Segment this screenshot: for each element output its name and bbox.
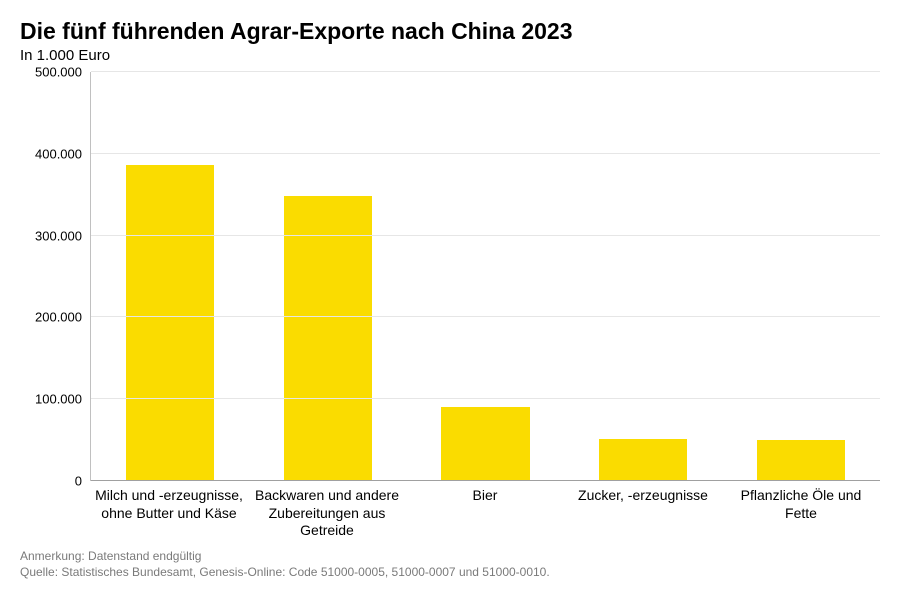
plot [90,72,880,481]
x-tick-label: Milch und -erzeugnisse, ohne Butter und … [90,487,248,540]
chart-container: Die fünf führenden Agrar-Exporte nach Ch… [0,0,900,590]
y-axis: 0100.000200.000300.000400.000500.000 [20,72,90,481]
bar-slot [722,72,880,481]
bar [757,440,845,481]
x-axis-labels: Milch und -erzeugnisse, ohne Butter und … [90,481,880,540]
bar-slot [91,72,249,481]
y-tick-label: 200.000 [35,310,82,325]
x-tick-label: Bier [406,487,564,540]
bar [441,407,529,481]
footnote-source: Quelle: Statistisches Bundesamt, Genesis… [20,564,880,580]
chart-footnotes: Anmerkung: Datenstand endgültig Quelle: … [20,548,880,580]
bar [284,196,372,481]
y-tick-label: 400.000 [35,146,82,161]
x-axis-baseline [91,480,880,481]
y-tick-label: 0 [75,474,82,489]
x-tick-label: Pflanzliche Öle und Fette [722,487,880,540]
gridline [91,71,880,72]
y-tick-label: 100.000 [35,392,82,407]
y-tick-label: 500.000 [35,65,82,80]
bar [599,439,687,482]
chart-title: Die fünf führenden Agrar-Exporte nach Ch… [20,18,880,45]
footnote-note: Anmerkung: Datenstand endgültig [20,548,880,564]
x-tick-label: Zucker, -erzeugnisse [564,487,722,540]
gridline [91,235,880,236]
y-tick-label: 300.000 [35,228,82,243]
bars-layer [91,72,880,481]
gridline [91,316,880,317]
bar [126,165,214,481]
gridline [91,398,880,399]
gridline [91,153,880,154]
x-tick-label: Backwaren und andere Zubereitungen aus G… [248,487,406,540]
bar-slot [407,72,565,481]
bar-slot [564,72,722,481]
chart-plot-area: 0100.000200.000300.000400.000500.000 [20,72,880,481]
bar-slot [249,72,407,481]
chart-subtitle: In 1.000 Euro [20,47,880,64]
